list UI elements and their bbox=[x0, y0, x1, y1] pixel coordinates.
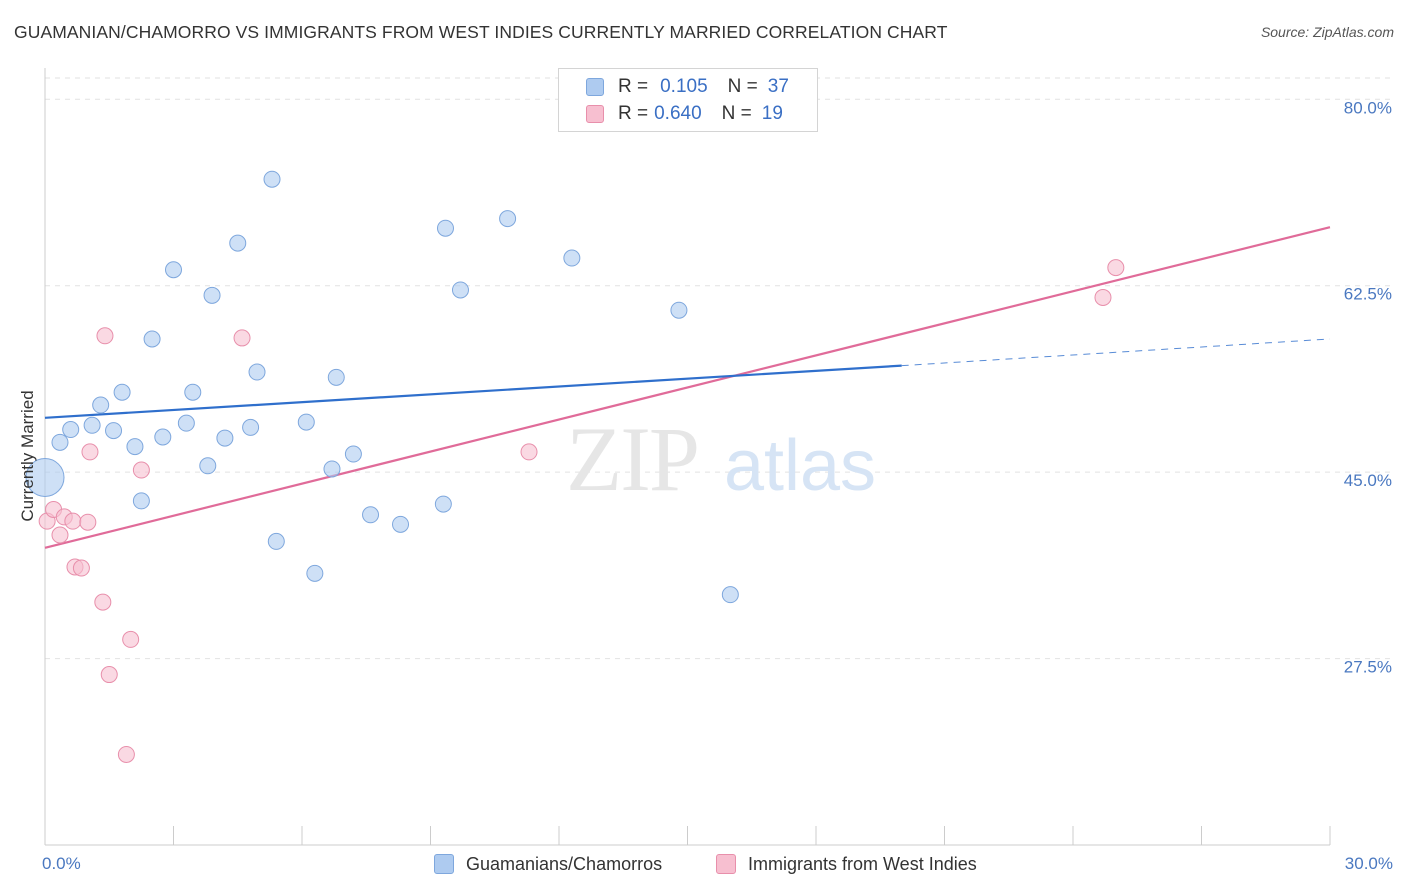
legend-r-label: R = bbox=[618, 103, 649, 124]
point-westindies bbox=[51, 526, 69, 544]
x-tick-label: 30.0% bbox=[1345, 854, 1393, 873]
axes bbox=[44, 68, 1331, 846]
series-swatch-blue bbox=[434, 854, 454, 874]
series-legend-guamanian: Guamanians/Chamorros bbox=[434, 852, 662, 876]
point-guamanian bbox=[242, 418, 260, 436]
point-guamanian bbox=[306, 564, 324, 582]
legend-n-value: 19 bbox=[761, 103, 783, 124]
point-westindies bbox=[132, 461, 150, 479]
point-westindies bbox=[81, 443, 99, 461]
series-legend-westindies: Immigrants from West Indies bbox=[716, 852, 977, 876]
point-guamanian bbox=[143, 330, 161, 348]
point-guamanian bbox=[154, 428, 172, 446]
point-guamanian bbox=[451, 281, 469, 299]
point-westindies bbox=[122, 630, 140, 648]
series-label-guamanian: Guamanians/Chamorros bbox=[466, 853, 663, 874]
y-axis-label: Currently Married bbox=[18, 390, 37, 521]
point-guamanian bbox=[327, 368, 345, 386]
watermark-zip: ZIP bbox=[566, 408, 698, 510]
point-guamanian bbox=[126, 438, 144, 456]
point-westindies bbox=[79, 513, 97, 531]
point-guamanian bbox=[132, 492, 150, 510]
point-westindies bbox=[100, 666, 118, 684]
legend-row-westindies: R = 0.640 N = 19 bbox=[586, 101, 783, 127]
series-swatch-pink bbox=[716, 854, 736, 874]
y-tick-label: 27.5% bbox=[1344, 658, 1392, 677]
legend-n-label: N = bbox=[727, 76, 758, 97]
point-guamanian bbox=[25, 457, 65, 497]
point-guamanian bbox=[323, 460, 341, 478]
point-guamanian bbox=[392, 515, 410, 533]
point-guamanian bbox=[721, 586, 739, 604]
point-guamanian bbox=[105, 422, 123, 440]
point-guamanian bbox=[83, 416, 101, 434]
point-westindies bbox=[1094, 288, 1112, 306]
point-guamanian bbox=[263, 170, 281, 188]
point-guamanian bbox=[563, 249, 581, 267]
point-westindies bbox=[72, 559, 90, 577]
point-westindies bbox=[1107, 259, 1125, 277]
point-westindies bbox=[233, 329, 251, 347]
point-guamanian bbox=[113, 383, 131, 401]
point-guamanian bbox=[62, 421, 80, 439]
point-guamanian bbox=[184, 383, 202, 401]
data-points bbox=[25, 170, 1125, 763]
point-guamanian bbox=[165, 261, 182, 279]
point-westindies bbox=[520, 443, 538, 461]
point-guamanian bbox=[248, 363, 266, 381]
tick-labels: 27.5% 45.0% 62.5% 80.0% 0.0% 30.0% bbox=[42, 98, 1393, 873]
point-guamanian bbox=[177, 414, 195, 432]
legend-r-value: 0.640 bbox=[654, 103, 702, 124]
series-label-westindies: Immigrants from West Indies bbox=[748, 853, 977, 874]
y-tick-label: 45.0% bbox=[1344, 471, 1392, 490]
legend-r-value: 0.105 bbox=[660, 76, 708, 97]
point-guamanian bbox=[199, 457, 217, 475]
point-guamanian bbox=[92, 396, 110, 414]
trend-line-guamanian bbox=[44, 364, 902, 419]
point-westindies bbox=[64, 512, 82, 530]
point-guamanian bbox=[499, 210, 517, 228]
point-guamanian bbox=[203, 286, 221, 304]
chart-title: GUAMANIAN/CHAMORRO VS IMMIGRANTS FROM WE… bbox=[14, 22, 948, 42]
point-guamanian bbox=[267, 532, 285, 550]
legend-r-label: R = bbox=[618, 76, 649, 97]
y-tick-label: 62.5% bbox=[1344, 285, 1392, 304]
legend-n-label: N = bbox=[721, 103, 752, 124]
source-label: Source: ZipAtlas.com bbox=[1260, 24, 1394, 40]
point-guamanian bbox=[229, 234, 247, 252]
y-tick-label: 80.0% bbox=[1344, 98, 1392, 117]
point-westindies bbox=[117, 745, 135, 763]
trend-lines bbox=[44, 226, 1331, 549]
trend-line-guamanian-extension bbox=[901, 338, 1331, 367]
point-guamanian bbox=[344, 445, 362, 463]
point-westindies bbox=[96, 327, 114, 345]
legend-swatch-pink bbox=[586, 105, 604, 123]
grid-lines bbox=[45, 77, 1392, 660]
x-tick-label: 0.0% bbox=[42, 854, 81, 873]
legend-swatch-blue bbox=[586, 78, 604, 96]
legend-row-guamanian: R = 0.105 N = 37 bbox=[586, 74, 789, 100]
point-guamanian bbox=[436, 219, 454, 237]
point-guamanian bbox=[434, 495, 452, 513]
trend-line-westindies bbox=[44, 226, 1331, 549]
point-westindies bbox=[94, 593, 112, 611]
legend-n-value: 37 bbox=[767, 76, 789, 97]
watermark-atlas: atlas bbox=[724, 426, 876, 506]
stats-legend: R = 0.105 N = 37 R = 0.640 N = 19 bbox=[558, 68, 818, 132]
point-guamanian bbox=[297, 413, 315, 431]
point-guamanian bbox=[51, 433, 69, 451]
point-guamanian bbox=[670, 301, 688, 319]
point-guamanian bbox=[362, 506, 380, 524]
point-guamanian bbox=[216, 429, 234, 447]
